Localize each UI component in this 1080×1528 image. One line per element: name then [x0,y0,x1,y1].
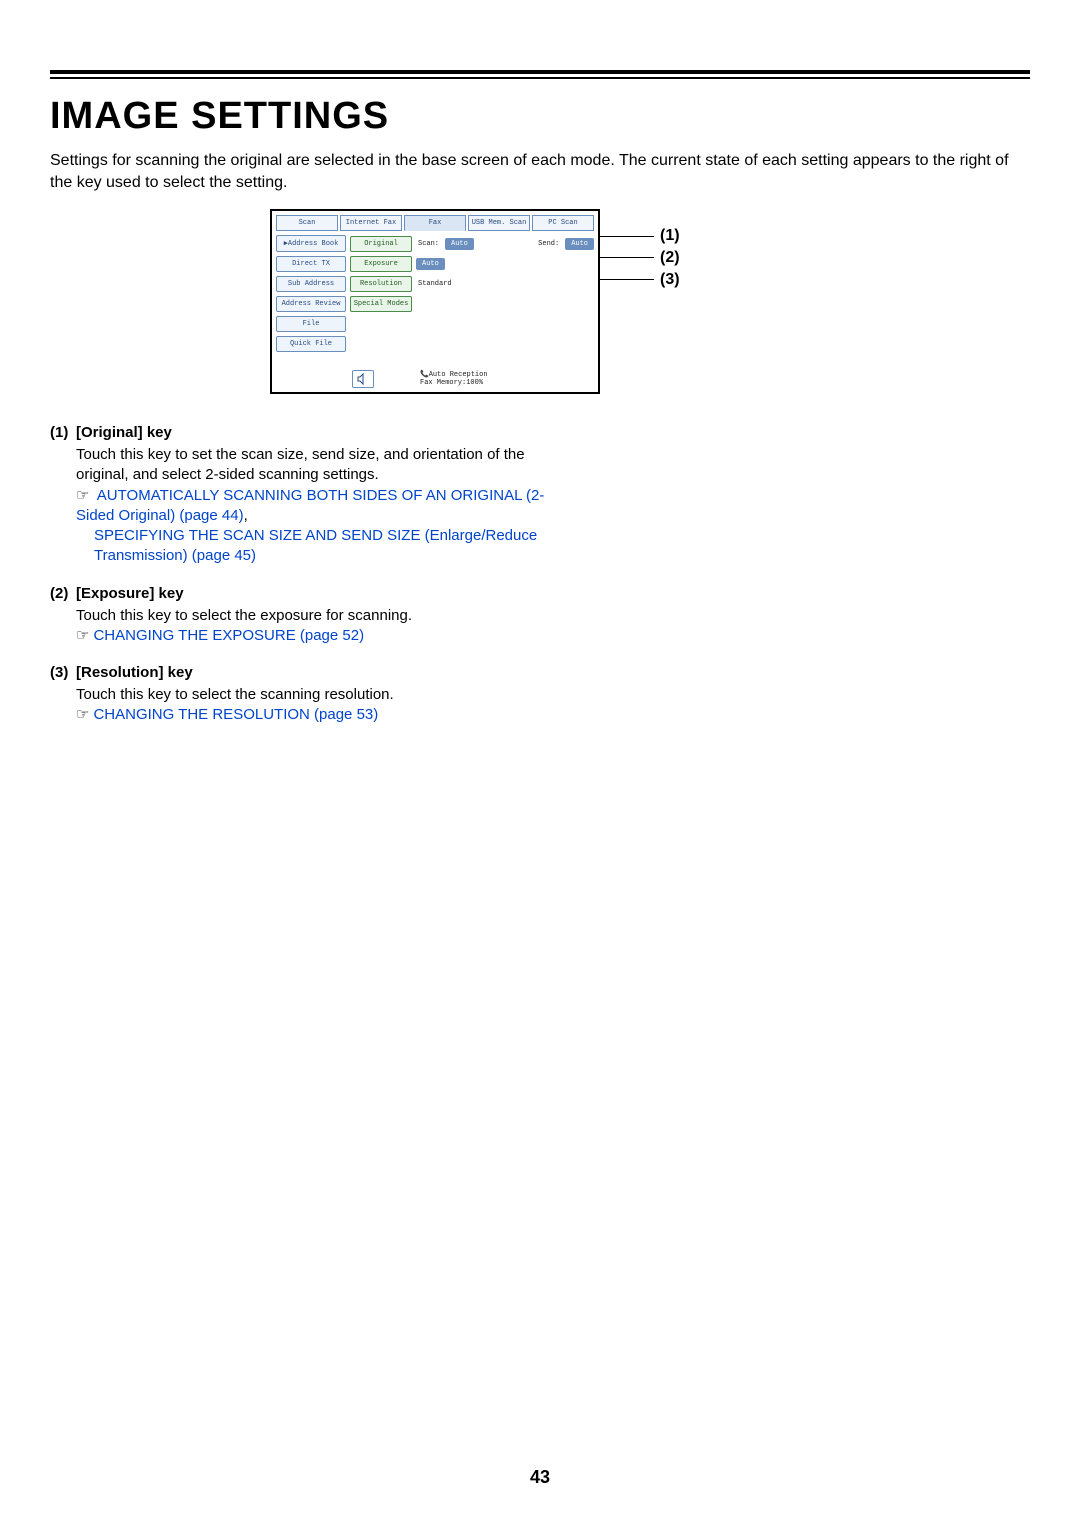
link-scan-size[interactable]: SPECIFYING THE SCAN SIZE AND SEND SIZE (… [94,526,570,567]
sub-address-button[interactable]: Sub Address [276,276,346,292]
leader-3 [599,279,654,280]
scan-auto-chip: Auto [445,238,474,250]
address-book-button[interactable]: ▶Address Book [276,235,346,252]
item-num-3: (3) [50,664,76,726]
item-original: (1) [Original] key Touch this key to set… [50,424,570,567]
tab-fax[interactable]: Fax [404,215,466,231]
item-resolution: (3) [Resolution] key Touch this key to s… [50,664,570,726]
special-modes-button[interactable]: Special Modes [350,296,412,312]
callout-3: (3) [660,271,680,289]
item-exposure: (2) [Exposure] key Touch this key to sel… [50,585,570,647]
resolution-value: Standard [416,280,454,288]
direct-tx-button[interactable]: Direct TX [276,256,346,272]
double-rule [50,70,1030,79]
device-screen: Scan Internet Fax Fax USB Mem. Scan PC S… [270,209,600,394]
scan-label: Scan: [416,240,441,248]
resolution-button[interactable]: Resolution [350,276,412,292]
item-body-2: Touch this key to select the exposure fo… [76,606,570,626]
auto-reception-label: Auto Reception [429,371,488,379]
item-title-2: [Exposure] key [76,585,570,602]
tab-usb-mem-scan[interactable]: USB Mem. Scan [468,215,530,231]
item-num-1: (1) [50,424,76,567]
device-diagram: Scan Internet Fax Fax USB Mem. Scan PC S… [270,209,830,394]
item-title-3: [Resolution] key [76,664,570,681]
page-number: 43 [0,1467,1080,1488]
link-2sided[interactable]: AUTOMATICALLY SCANNING BOTH SIDES OF AN … [76,487,544,524]
file-button[interactable]: File [276,316,346,332]
tabs-row: Scan Internet Fax Fax USB Mem. Scan PC S… [276,215,594,231]
description-list: (1) [Original] key Touch this key to set… [50,424,1030,726]
tab-scan[interactable]: Scan [276,215,338,231]
item-title-1: [Original] key [76,424,570,441]
original-button[interactable]: Original [350,236,412,252]
pointer-icon: ☞ [76,487,89,504]
pointer-icon: ☞ [76,706,89,723]
link-resolution[interactable]: CHANGING THE RESOLUTION (page 53) [93,706,378,723]
send-label: Send: [536,240,561,248]
callout-2: (2) [660,249,680,267]
intro-paragraph: Settings for scanning the original are s… [50,150,1030,193]
fax-memory-label: Fax Memory:100% [420,379,488,387]
comma-1: , [244,507,248,524]
leader-1 [599,236,654,237]
link-exposure[interactable]: CHANGING THE EXPOSURE (page 52) [93,627,364,644]
footer-status: 📞Auto Reception Fax Memory:100% [420,371,488,388]
page-title: IMAGE SETTINGS [50,95,1030,138]
callout-1: (1) [660,227,680,245]
item-body-1: Touch this key to set the scan size, sen… [76,445,570,486]
address-review-button[interactable]: Address Review [276,296,346,312]
tab-internet-fax[interactable]: Internet Fax [340,215,402,231]
tab-pc-scan[interactable]: PC Scan [532,215,594,231]
exposure-button[interactable]: Exposure [350,256,412,272]
speaker-icon[interactable] [352,370,374,388]
leader-2 [599,257,654,258]
item-body-3: Touch this key to select the scanning re… [76,685,570,705]
quick-file-button[interactable]: Quick File [276,336,346,352]
pointer-icon: ☞ [76,627,89,644]
send-auto-chip: Auto [565,238,594,250]
exposure-auto-chip: Auto [416,258,445,270]
item-num-2: (2) [50,585,76,647]
